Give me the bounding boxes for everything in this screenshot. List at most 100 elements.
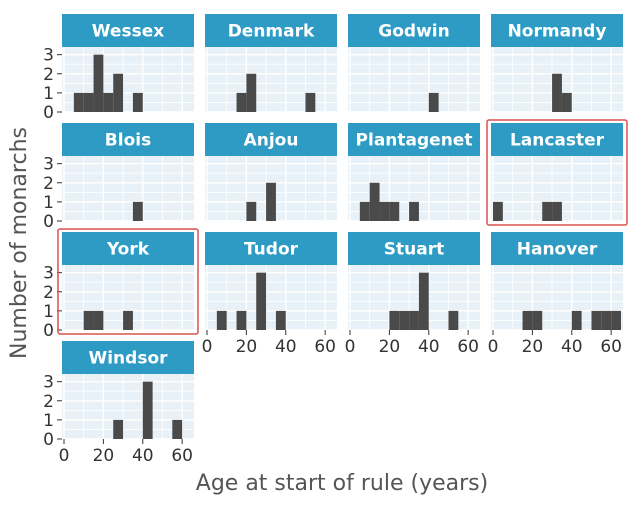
- facet-hanover: Hanover 0 20 40 60: [488, 232, 623, 357]
- facet-strip-godwin: [348, 14, 480, 47]
- y-tick-label: 2: [43, 392, 54, 412]
- x-tick-label: 60: [171, 446, 193, 466]
- facet-normandy: Normandy: [491, 14, 623, 113]
- x-tick-label: 20: [379, 337, 401, 357]
- histogram-bar: [236, 310, 247, 330]
- histogram-bar: [266, 182, 276, 221]
- x-axis-title: Age at start of rule (years): [196, 471, 488, 496]
- facet-strip-lancaster: [491, 123, 623, 156]
- y-axis-title: Number of monarchs: [7, 127, 32, 359]
- histogram-bar: [123, 310, 133, 330]
- facet-strip-blois: [62, 123, 194, 156]
- histogram-bar: [561, 92, 572, 112]
- x-tick-label: 20: [93, 446, 115, 466]
- x-tick-label: 20: [236, 337, 258, 357]
- histogram-bar: [571, 310, 582, 330]
- histogram-bar: [236, 92, 247, 112]
- histogram-bar: [389, 201, 400, 221]
- histogram-bar: [532, 310, 543, 330]
- y-tick-label: 0: [43, 430, 54, 450]
- facet-title: York: [106, 240, 150, 260]
- y-tick-label: 0: [43, 321, 54, 341]
- facet-strip-tudor: [205, 232, 337, 265]
- facet-strip-stuart: [348, 232, 480, 265]
- y-tick-label: 3: [43, 46, 54, 66]
- x-tick-label: 0: [345, 337, 356, 357]
- histogram-bar: [305, 92, 316, 112]
- facet-strip-wessex: [62, 14, 194, 47]
- highlight-frame: [57, 228, 199, 335]
- facet-lancaster: Lancaster: [486, 119, 628, 226]
- y-tick-label: 1: [43, 193, 54, 213]
- histogram-bar: [448, 310, 459, 330]
- y-tick-label: 0: [43, 103, 54, 123]
- y-tick-label: 2: [43, 283, 54, 303]
- histogram-bar: [142, 381, 153, 439]
- facet-strip-hanover: [491, 232, 623, 265]
- x-tick-label: 40: [561, 337, 583, 357]
- histogram-bar: [132, 201, 143, 221]
- facet-title: Anjou: [244, 131, 299, 151]
- histogram-bar: [601, 310, 612, 330]
- histogram-bar: [246, 73, 257, 112]
- y-tick-label: 0: [43, 212, 54, 232]
- y-tick-label: 1: [43, 411, 54, 431]
- histogram-bar: [552, 73, 562, 112]
- facet-strip-windsor: [62, 341, 194, 374]
- histogram-bar: [103, 92, 114, 112]
- histogram-bar: [591, 310, 602, 330]
- histogram-bar: [409, 310, 419, 330]
- facet-title: Blois: [105, 131, 151, 151]
- facet-tudor: Tudor 0 20 40 60: [202, 232, 337, 357]
- histogram-bar: [389, 310, 400, 330]
- y-tick-label: 1: [43, 302, 54, 322]
- facet-title: Godwin: [378, 22, 449, 42]
- histogram-bar: [399, 310, 410, 330]
- facet-plantagenet: Plantagenet: [348, 123, 480, 222]
- histogram-bar: [93, 54, 104, 112]
- histogram-bar: [132, 92, 143, 112]
- histogram-bar: [172, 419, 183, 439]
- facet-title: Plantagenet: [356, 131, 473, 151]
- histogram-bar: [493, 201, 503, 221]
- highlight-frame: [486, 119, 628, 226]
- histogram-bar: [359, 201, 370, 221]
- facet-title: Windsor: [88, 349, 168, 369]
- x-tick-label: 40: [275, 337, 297, 357]
- histogram-bar: [275, 310, 286, 330]
- y-tick-label: 2: [43, 65, 54, 85]
- x-tick-label: 0: [59, 446, 70, 466]
- x-tick-label: 0: [202, 337, 213, 357]
- facet-title: Lancaster: [510, 131, 605, 151]
- x-tick-label: 0: [488, 337, 499, 357]
- gridlines: [62, 47, 194, 113]
- y-tick-label: 3: [43, 264, 54, 284]
- histogram-bar: [428, 92, 439, 112]
- x-tick-label: 60: [600, 337, 622, 357]
- facet-strip-plantagenet: [348, 123, 480, 156]
- gridlines: [491, 265, 623, 331]
- histogram-bar: [83, 92, 94, 112]
- facet-title: Hanover: [517, 240, 598, 260]
- x-tick-label: 60: [457, 337, 479, 357]
- x-tick-label: 40: [132, 446, 154, 466]
- histogram-bar: [369, 182, 380, 221]
- histogram-bar: [246, 201, 257, 221]
- histogram-bar: [418, 272, 429, 330]
- histogram-bar: [379, 201, 390, 221]
- facet-strip-york: [62, 232, 194, 265]
- x-tick-label: 60: [314, 337, 336, 357]
- facet-title: Stuart: [384, 240, 444, 260]
- gridlines: [62, 156, 194, 222]
- histogram-bar: [542, 201, 553, 221]
- facet-denmark: Denmark: [205, 14, 337, 113]
- histogram-bar: [256, 272, 267, 330]
- histogram-bar: [522, 310, 533, 330]
- histogram-bar: [552, 201, 562, 221]
- histogram-bar: [73, 92, 84, 112]
- facet-title: Denmark: [228, 22, 315, 42]
